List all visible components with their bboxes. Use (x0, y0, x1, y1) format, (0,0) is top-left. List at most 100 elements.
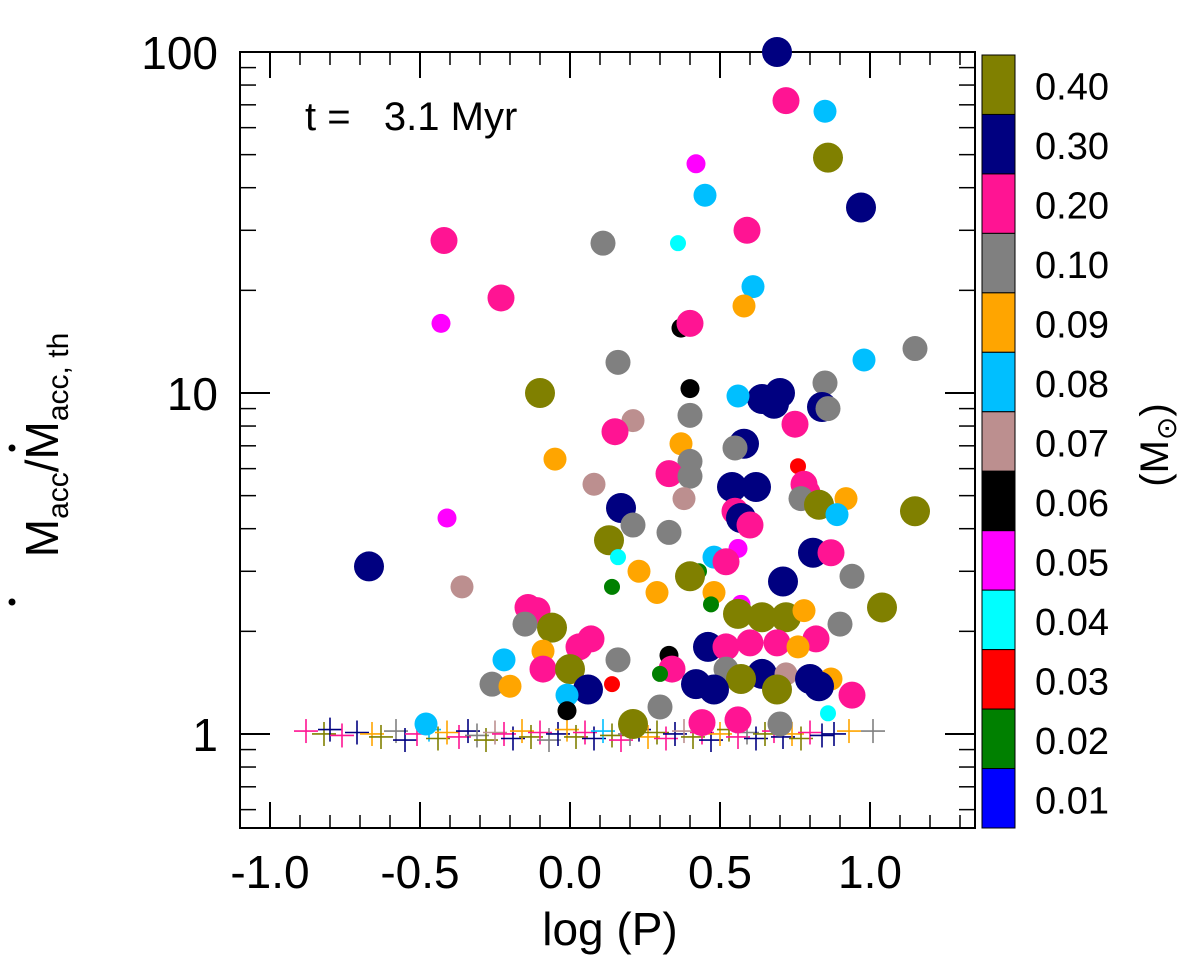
x-tick-label: -1.0 (230, 846, 309, 898)
colorbar-tick-label: 0.04 (1035, 602, 1109, 644)
scatter-point (529, 655, 557, 683)
cross-point (708, 721, 732, 746)
cross-point (789, 726, 813, 751)
scatter-point (555, 683, 579, 707)
scatter-point (590, 230, 616, 256)
x-tick-label: 0.5 (688, 846, 752, 898)
scatter-point (817, 539, 845, 567)
cross-point (822, 721, 846, 746)
scatter-point (792, 599, 816, 623)
cross-point (798, 720, 822, 745)
colorbar: 0.40 0.30 0.20 0.10 0.09 0.08 0.07 0.06 0.05 0.04… (981, 54, 1109, 829)
scatter-point (827, 611, 853, 637)
scatter-point (781, 410, 809, 438)
scatter-point (825, 503, 849, 527)
scatter-point (487, 284, 515, 312)
scatter-point (867, 592, 897, 623)
colorbar-swatch (981, 649, 1016, 710)
cross-point (435, 720, 459, 745)
scatter-point (815, 396, 841, 422)
y-label-sub1: acc (42, 472, 75, 519)
scatter-point (645, 580, 669, 604)
colorbar-swatch (981, 530, 1016, 591)
scatter-point (804, 671, 834, 702)
scatter-point (605, 349, 631, 375)
scatter-point (354, 551, 384, 582)
scatter-point (767, 711, 793, 737)
scatter-point (733, 216, 761, 244)
cross-point (654, 726, 678, 751)
cross-point (483, 720, 507, 745)
scatter-point (492, 648, 516, 672)
scatter-point (573, 674, 603, 705)
scatter-point (479, 671, 505, 697)
cross-point (345, 720, 369, 745)
axis-labels: -1.0 -0.5 0.0 0.5 1.0 1 10 100 (141, 27, 902, 898)
colorbar-swatch (981, 351, 1016, 413)
cross-point (312, 721, 336, 746)
scatter-point (525, 377, 555, 408)
scatter-point (732, 294, 756, 318)
cross-point (318, 717, 342, 742)
scatter-point (717, 472, 747, 503)
colorbar-swatch (981, 411, 1016, 472)
scatter-point (543, 447, 567, 471)
colorbar-tick-label: 0.20 (1035, 186, 1109, 228)
y-tick-label: 1 (192, 709, 218, 761)
scatter-point (618, 708, 648, 739)
cross-point (546, 721, 570, 746)
colorbar-tick-label: 0.02 (1035, 721, 1109, 763)
svg-text:Macc/Macc, th: Macc/Macc, th (16, 333, 75, 558)
scatter-point (675, 561, 705, 592)
colorbar-tick-label: 0.01 (1035, 780, 1109, 822)
cross-point (294, 719, 318, 744)
scatter-point (652, 665, 668, 682)
scatter-point (531, 639, 555, 663)
cross-point (645, 720, 669, 745)
colorbar-swatch (981, 292, 1016, 353)
colorbar-tick-label: 0.03 (1035, 661, 1109, 703)
scatter-point (736, 511, 764, 539)
colorbar-tick-label: 0.07 (1035, 424, 1109, 466)
scatter-point (688, 709, 716, 737)
scatter-point (686, 154, 706, 174)
x-axis-label: log (P) (542, 903, 677, 955)
scatter-point (759, 388, 789, 419)
scatter-point (772, 87, 800, 115)
cross-point (360, 721, 384, 746)
scatter-point (610, 549, 626, 566)
time-annotation: t = 3.1 Myr (305, 95, 517, 139)
cross-point (600, 723, 624, 748)
scatter-point (565, 633, 593, 661)
y-label-m1: M (16, 519, 68, 557)
scatter-point (693, 183, 717, 207)
scatter-point (670, 235, 686, 252)
scatter-point (605, 647, 631, 673)
scatter-point (414, 712, 438, 736)
colorbar-swatch (981, 54, 1016, 115)
scatter-point (852, 348, 876, 372)
cross-point (519, 724, 543, 749)
scatter-point (627, 559, 651, 583)
colorbar-tick-label: 0.30 (1035, 126, 1109, 168)
colorbar-tick-label: 0.40 (1035, 67, 1109, 109)
scatter-point (762, 37, 792, 67)
scatter-point (601, 418, 629, 446)
scatter-point (820, 705, 836, 722)
cross-point (573, 720, 597, 745)
scatter-point (437, 508, 457, 528)
scatter-point (512, 611, 538, 637)
colorbar-swatch (981, 113, 1016, 175)
y-label-slash: / (16, 459, 68, 472)
scatter-point (656, 519, 682, 545)
scatter-point (676, 309, 704, 337)
scatter-point (726, 663, 756, 694)
colorbar-swatch (981, 232, 1016, 294)
plot-border (239, 51, 976, 829)
scatter-point (699, 674, 729, 705)
scatter-point (604, 676, 620, 693)
colorbar-label: (M⊙) (1133, 403, 1182, 486)
scatter-point (839, 563, 865, 589)
colorbar-tick-label: 0.08 (1035, 364, 1109, 406)
